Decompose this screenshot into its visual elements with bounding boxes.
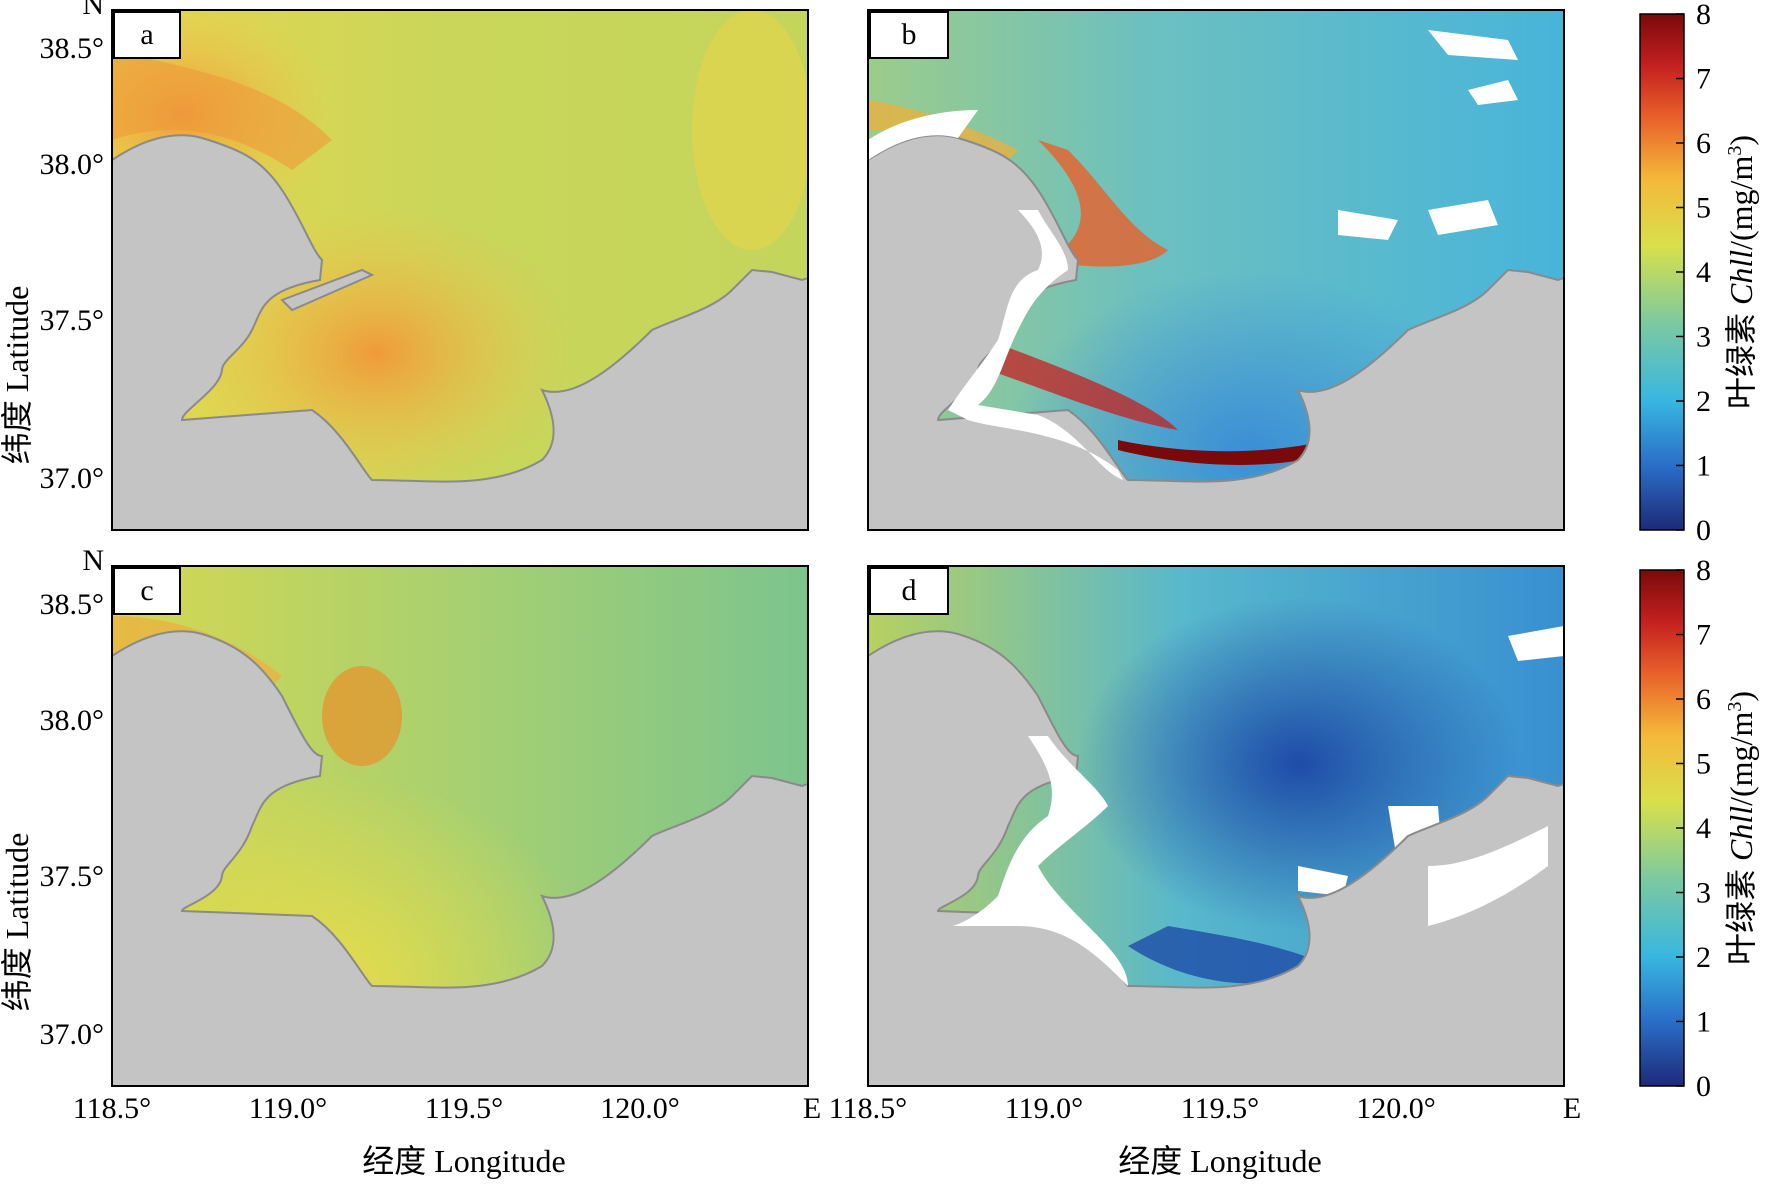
panel-b: b [867,9,1565,531]
lat-ticks-bottom: N 38.5° 38.0° 37.5° 37.0° [40,544,105,1051]
colorbar-top: 0 1 2 3 4 5 6 7 8 叶绿素 Chll/(mg/m3) [1639,0,1759,547]
panel-frame [867,9,1565,531]
colorbar-label: 叶绿素 Chll/(mg/m3) [1723,691,1759,965]
land-mass [112,630,808,1086]
lat-tick: 37.0° [40,1018,105,1051]
colorbar-tick-label: 6 [1696,127,1711,160]
panel-label-d: d [902,574,917,607]
lon-tick: 120.0° [600,1092,680,1125]
panel-label-box [113,567,181,615]
colorbar-tick-label: 4 [1696,812,1711,845]
lat-tick: 37.5° [40,304,105,337]
panel-label-b: b [902,18,917,51]
north-letter: N [82,0,104,21]
y-axis-title: 纬度 Latitude [0,286,35,465]
lon-tick: 119.0° [249,1092,327,1125]
lon-tick: 118.5° [829,1092,907,1125]
panel-d: d [867,565,1565,1087]
panel-label-box [869,11,949,59]
colorbar-tick-label: 7 [1696,63,1711,96]
panel-c: c [111,565,809,1087]
lon-tick: 120.0° [1356,1092,1436,1125]
colorbar-tick-label: 3 [1696,877,1711,910]
x-axis-title: 经度 Longitude [362,1143,566,1179]
colorbar-tick-label: 3 [1696,321,1711,354]
panel-frame [111,565,809,1087]
colorbar-tick-label: 1 [1696,450,1711,483]
panel-a: a [111,9,809,531]
lon-tick: 119.5° [1181,1092,1259,1125]
panel-frame [867,565,1565,1087]
panel-label-a: a [140,18,153,51]
colorbar-tick-label: 8 [1696,554,1711,587]
lat-tick: 38.5° [40,32,105,65]
x-axis-title: 经度 Longitude [1118,1143,1322,1179]
panel-label-box [113,11,181,59]
lat-tick: 38.0° [40,704,105,737]
colorbar-tick-label: 0 [1696,1070,1711,1103]
colorbar-tick-label: 2 [1696,385,1711,418]
colorbar-label: 叶绿素 Chll/(mg/m3) [1723,135,1759,409]
lat-ticks-top: N 38.5° 38.0° 37.5° 37.0° [40,0,105,495]
north-letter: N [82,544,104,577]
lon-ticks-right: 118.5° 119.0° 119.5° 120.0° E [829,1092,1581,1125]
colorbar-tick-label: 4 [1696,256,1711,289]
colorbar-tick-label: 8 [1696,0,1711,31]
panel-frame [111,9,809,531]
lon-tick: 119.5° [425,1092,503,1125]
colorbar-bottom: 0 1 2 3 4 5 6 7 8 叶绿素 Chll/(mg/m3) [1639,554,1759,1103]
lat-tick: 37.5° [40,860,105,893]
colorbar-tick-label: 6 [1696,683,1711,716]
colorbar-tick-label: 1 [1696,1006,1711,1039]
lat-tick: 38.5° [40,588,105,621]
lon-tick: 119.0° [1005,1092,1083,1125]
colorbar-tick-label: 2 [1696,941,1711,974]
y-axis-title: 纬度 Latitude [0,833,35,1012]
colorbar-ticks: 0 1 2 3 4 5 6 7 8 [1676,554,1711,1103]
east-letter: E [1563,1092,1581,1125]
colorbar-tick-label: 5 [1696,192,1711,225]
land-mass [112,134,808,530]
colorbar-tick-label: 7 [1696,619,1711,652]
lat-tick: 38.0° [40,148,105,181]
panel-label-c: c [140,574,153,607]
colorbar-ticks: 0 1 2 3 4 5 6 7 8 [1676,0,1711,547]
colorbar-tick-label: 5 [1696,748,1711,781]
colorbar-tick-label: 0 [1696,514,1711,547]
lon-tick: 118.5° [73,1092,151,1125]
lat-tick: 37.0° [40,462,105,495]
lon-ticks-left: 118.5° 119.0° 119.5° 120.0° E [73,1092,821,1125]
east-letter: E [803,1092,821,1125]
panel-label-box [869,567,949,615]
